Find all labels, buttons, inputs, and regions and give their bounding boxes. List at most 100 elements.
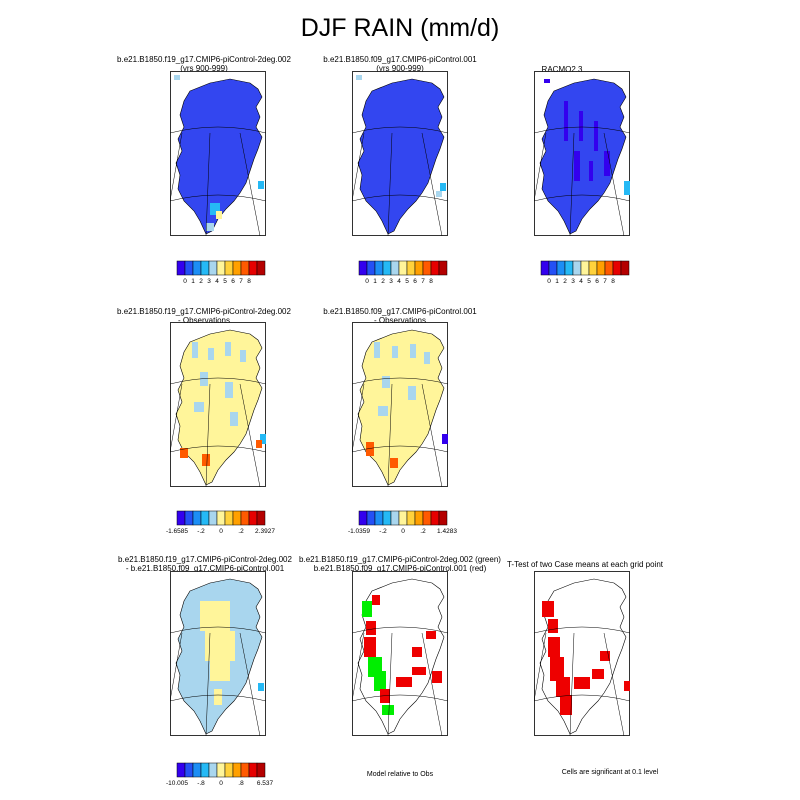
colorbar-svg [176,762,266,778]
colorbar-swatch [430,260,440,276]
grid-cell [579,111,583,141]
colorbar-tick-label: 2 [563,278,567,285]
colorbar-tick-label: 5 [405,278,409,285]
colorbar-svg [176,510,266,526]
colorbar-swatch [192,762,202,778]
map-svg [534,571,630,736]
graticule-latitude [352,445,448,453]
grid-cell [194,402,204,412]
colorbar-tick-label: 1 [191,278,195,285]
colorbar-swatch [430,510,440,526]
colorbar-tick-label: 2 [381,278,385,285]
graticule-latitude [170,694,266,702]
greenland-map-model-1deg [352,71,448,236]
colorbar-svg [358,510,448,526]
grid-cell [390,458,398,468]
colorbar-swatch [176,762,186,778]
colorbar-swatch [548,260,558,276]
colorbar-swatch [216,260,226,276]
grid-cell [589,161,593,181]
greenland-land [357,578,445,735]
colorbar-tick-label: 1.4283 [437,528,457,535]
significant-cell [396,677,412,687]
grid-cell [410,344,416,358]
colorbar-swatch [248,762,258,778]
graticule-latitude [352,377,448,385]
colorbar-swatch [256,762,266,778]
grid-cell [408,386,416,400]
colorbar-tick-label: 3 [389,278,393,285]
colorbar-tick-label: -10.005 [165,780,189,787]
panel-title-2: b.e21.B1850.f09_g17.CMIP6-piControl.001(… [323,55,477,73]
greenland-map-ttest [534,571,630,736]
greenland-land [175,329,263,486]
grid-cell [200,601,230,631]
colorbar-tick-label: 7 [239,278,243,285]
graticule-meridian [239,132,261,236]
grid-cell [230,412,238,426]
grid-cell [216,211,222,219]
grid-cell [604,151,610,176]
significant-cell [550,657,564,681]
panel-title-5: b.e21.B1850.f09_g17.CMIP6-piControl.001-… [323,307,477,325]
colorbar-swatch [256,260,266,276]
colorbar-swatch [556,260,566,276]
colorbar-swatch [406,510,416,526]
graticule-meridian [205,132,211,236]
grid-cell [564,101,568,141]
colorbar-tick-label: 3 [207,278,211,285]
greenland-map-model-relative-obs [352,571,448,736]
colorbar-tick-label: -1.0359 [347,528,371,535]
graticule-meridian [387,632,393,736]
significant-cell [412,667,426,675]
panel-title-3: RACMO2.3 [541,65,583,74]
panel-title-1: b.e21.B1850.f19_g17.CMIP6-piControl-2deg… [117,55,291,73]
colorbar-svg [176,260,266,276]
colorbar-tick-label: .2 [238,528,244,535]
grid-cell [356,75,362,80]
grid-cell [192,342,198,358]
colorbar-swatch [256,510,266,526]
colorbar-swatch [374,510,384,526]
significant-cell [372,595,380,605]
graticule-meridian [352,132,365,202]
colorbar-tick-label: 3 [571,278,575,285]
graticule-meridian [534,132,547,202]
graticule-latitude [534,694,630,702]
graticule-meridian [421,132,443,236]
graticule-meridian [352,383,365,453]
graticule-latitude [170,626,266,634]
significant-cell [542,601,554,617]
colorbar-swatch [224,260,234,276]
greenland-land [175,78,263,235]
grid-cell [594,121,598,151]
colorbar-swatch [540,260,550,276]
colorbar-tick-label: -.8 [197,780,205,787]
graticule-latitude [352,126,448,134]
colorbar-swatch [580,260,590,276]
graticule-latitude [352,194,448,202]
colorbar-swatch [248,510,258,526]
colorbar-swatch [358,510,368,526]
colorbar-tick-label: 0 [365,278,369,285]
graticule-meridian [387,132,393,236]
colorbar-model-diff: -10.005 -.8 0 .8 6.537 [166,762,273,787]
graticule-latitude [352,626,448,634]
significant-cell [560,695,572,715]
colorbar-tick-label: .8 [238,780,244,787]
colorbar-tick-label: 2 [199,278,203,285]
colorbar-diff-2deg: -1.6585 -.2 0 .2 2.3927 [166,510,275,535]
panel-title-4: b.e21.B1850.f19_g17.CMIP6-piControl-2deg… [117,307,291,325]
colorbar-tick-label: 4 [579,278,583,285]
colorbar-swatch [572,260,582,276]
colorbar-swatch [208,762,218,778]
colorbar-swatch [240,260,250,276]
grid-cell [210,203,220,215]
colorbar-tick-label: 6 [595,278,599,285]
graticule-meridian [170,632,183,702]
map-svg [170,71,266,236]
graticule-meridian [239,383,261,487]
graticule-meridian [387,383,393,487]
colorbar-swatch [390,260,400,276]
